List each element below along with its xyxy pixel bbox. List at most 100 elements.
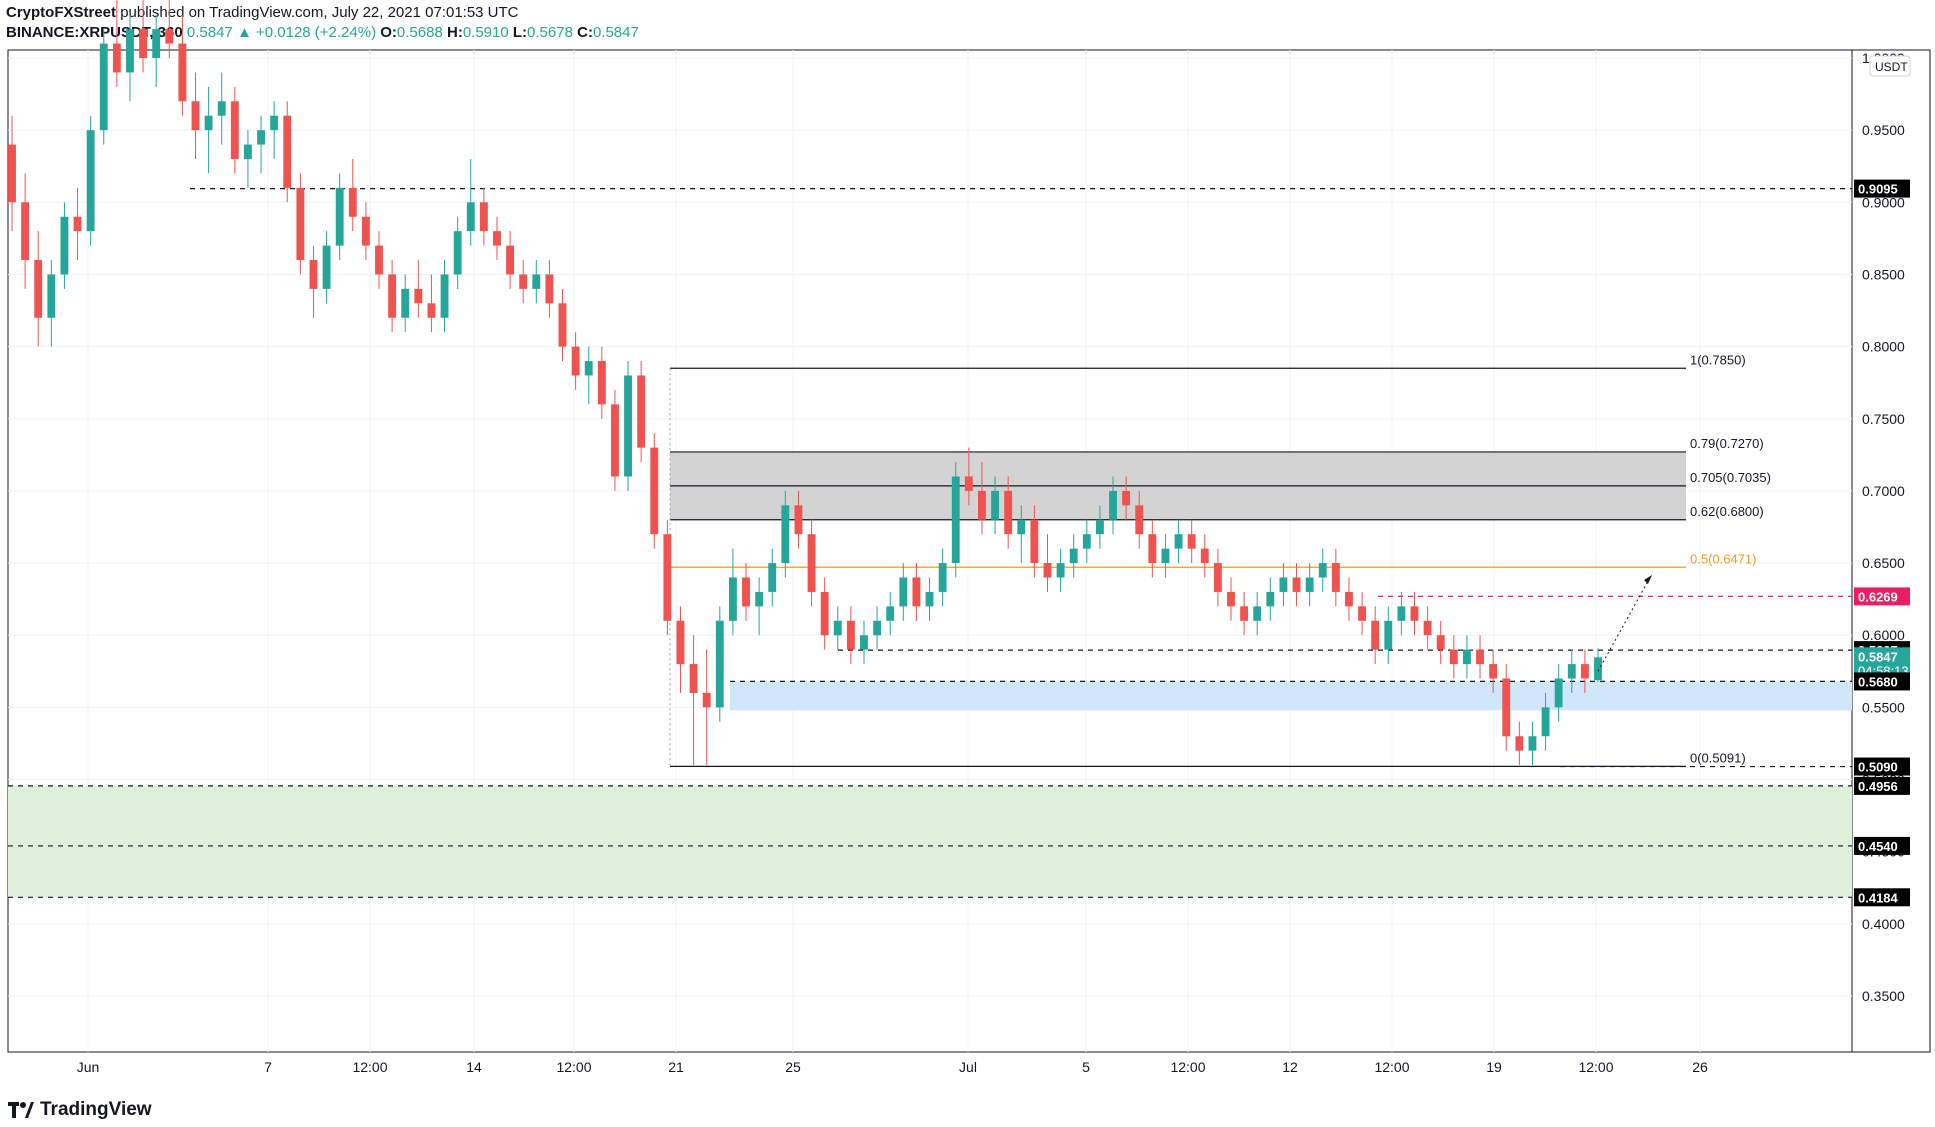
fib-label: 1(0.7850)	[1690, 352, 1746, 367]
price-tag	[1854, 672, 1910, 691]
candle-body	[506, 245, 515, 275]
candle-body	[440, 274, 449, 318]
price-tag	[1854, 776, 1910, 795]
candle-body	[597, 361, 606, 405]
time-tick-label: 12:00	[556, 1059, 591, 1075]
candle-body	[1082, 534, 1091, 549]
time-tick-label: 21	[668, 1059, 684, 1075]
candle-body	[1436, 635, 1445, 650]
up-arrow-icon: ▲	[236, 24, 252, 41]
candle-body	[1109, 490, 1117, 520]
candle-body	[427, 303, 436, 318]
candle-body	[1423, 620, 1432, 636]
candle-body	[1384, 620, 1393, 650]
candle-body	[912, 577, 921, 607]
time-tick-label: 12:00	[1170, 1059, 1205, 1075]
candle-body	[1410, 606, 1419, 621]
candle-body	[820, 591, 829, 636]
candle-body	[899, 577, 908, 607]
price-tag-label: 0.4540	[1858, 839, 1898, 854]
candle-body	[1502, 678, 1511, 737]
price-tick-label: 0.9000	[1862, 194, 1905, 210]
price-tag	[1854, 836, 1910, 855]
price-tick-label: 0.7500	[1862, 411, 1905, 427]
candle-body	[270, 115, 279, 131]
price-tick-label: 0.6500	[1862, 555, 1905, 571]
high-value: 0.5910	[462, 24, 509, 41]
publish-text: published on TradingView.com, July 22, 2…	[120, 4, 519, 21]
price-tag-label: 0.4956	[1858, 779, 1898, 794]
candle-body	[1200, 548, 1209, 564]
candle-body	[938, 563, 947, 592]
candle-body	[1069, 548, 1078, 564]
price-tag	[1854, 587, 1910, 606]
price-tag-label: 0.9095	[1858, 182, 1898, 197]
time-tick-label: 12	[1282, 1059, 1298, 1075]
candle-body	[663, 534, 672, 621]
candle-body	[1030, 519, 1039, 564]
tradingview-wordmark: TradingView	[40, 1099, 152, 1120]
price-tag	[1854, 888, 1910, 907]
candle-body	[637, 375, 646, 448]
candle-body	[1554, 678, 1563, 708]
symbol-label[interactable]: BINANCE:XRPUSDT, 360	[6, 24, 183, 41]
candle-body	[1135, 505, 1144, 535]
candle-body	[296, 187, 305, 261]
candle-body	[230, 101, 239, 160]
candle-body	[479, 202, 488, 232]
candle-body	[1174, 534, 1183, 549]
price-tick-label: 0.8500	[1862, 266, 1905, 282]
candle-body	[611, 404, 619, 477]
candle-body	[964, 476, 973, 491]
candle-body	[60, 216, 69, 275]
candle-body	[1043, 563, 1052, 578]
candle-body	[165, 29, 174, 44]
open-value: 0.5688	[396, 24, 443, 41]
low-label: L:	[512, 24, 528, 41]
candle-body	[545, 274, 554, 304]
candle-body	[178, 43, 187, 102]
candle-body	[257, 130, 265, 145]
candle-body	[388, 274, 397, 318]
candle-body	[191, 101, 200, 131]
candle-body	[951, 476, 960, 564]
time-tick-label: 26	[1692, 1059, 1708, 1075]
candle-body	[1594, 657, 1602, 681]
price-tick-label: 0.5500	[1862, 699, 1905, 715]
candle-body	[283, 115, 292, 188]
price-tick-label: 0.3500	[1862, 988, 1905, 1004]
candle-body	[728, 577, 737, 621]
candle-body	[702, 692, 711, 708]
candle-body	[1331, 563, 1340, 592]
candle-body	[833, 620, 842, 636]
time-tick-label: 5	[1082, 1059, 1090, 1075]
fib-label: 0(0.5091)	[1690, 750, 1746, 765]
candle-body	[1462, 649, 1471, 665]
candle-body	[361, 216, 370, 246]
candle-body	[532, 274, 541, 289]
price-tick-label: 0.4000	[1862, 916, 1905, 932]
price-tag-label: 0.4184	[1858, 890, 1899, 905]
candle-body	[781, 505, 790, 564]
low-value: 0.5678	[527, 24, 573, 41]
candle-body	[1122, 490, 1131, 506]
candle-body	[689, 664, 698, 693]
price-tick-label: 0.6000	[1862, 627, 1905, 643]
candle-body	[1515, 736, 1524, 751]
candle-body	[1489, 664, 1498, 679]
author-name[interactable]: CryptoFXStreet	[6, 4, 117, 21]
candle-body	[846, 620, 855, 650]
candle-body	[217, 101, 226, 116]
candle-body	[978, 490, 986, 520]
tradingview-brand[interactable]: TradingView	[8, 1099, 152, 1121]
last-price: 0.5847	[186, 24, 233, 41]
price-change: +0.0128 (+2.24%)	[255, 24, 377, 41]
time-tick-label: 12:00	[1374, 1059, 1409, 1075]
candle-body	[1358, 606, 1366, 621]
open-label: O:	[380, 24, 397, 41]
candle-body	[807, 534, 816, 592]
candle-body	[1318, 563, 1327, 578]
candle-body	[715, 620, 724, 708]
candle-body	[1161, 548, 1170, 564]
